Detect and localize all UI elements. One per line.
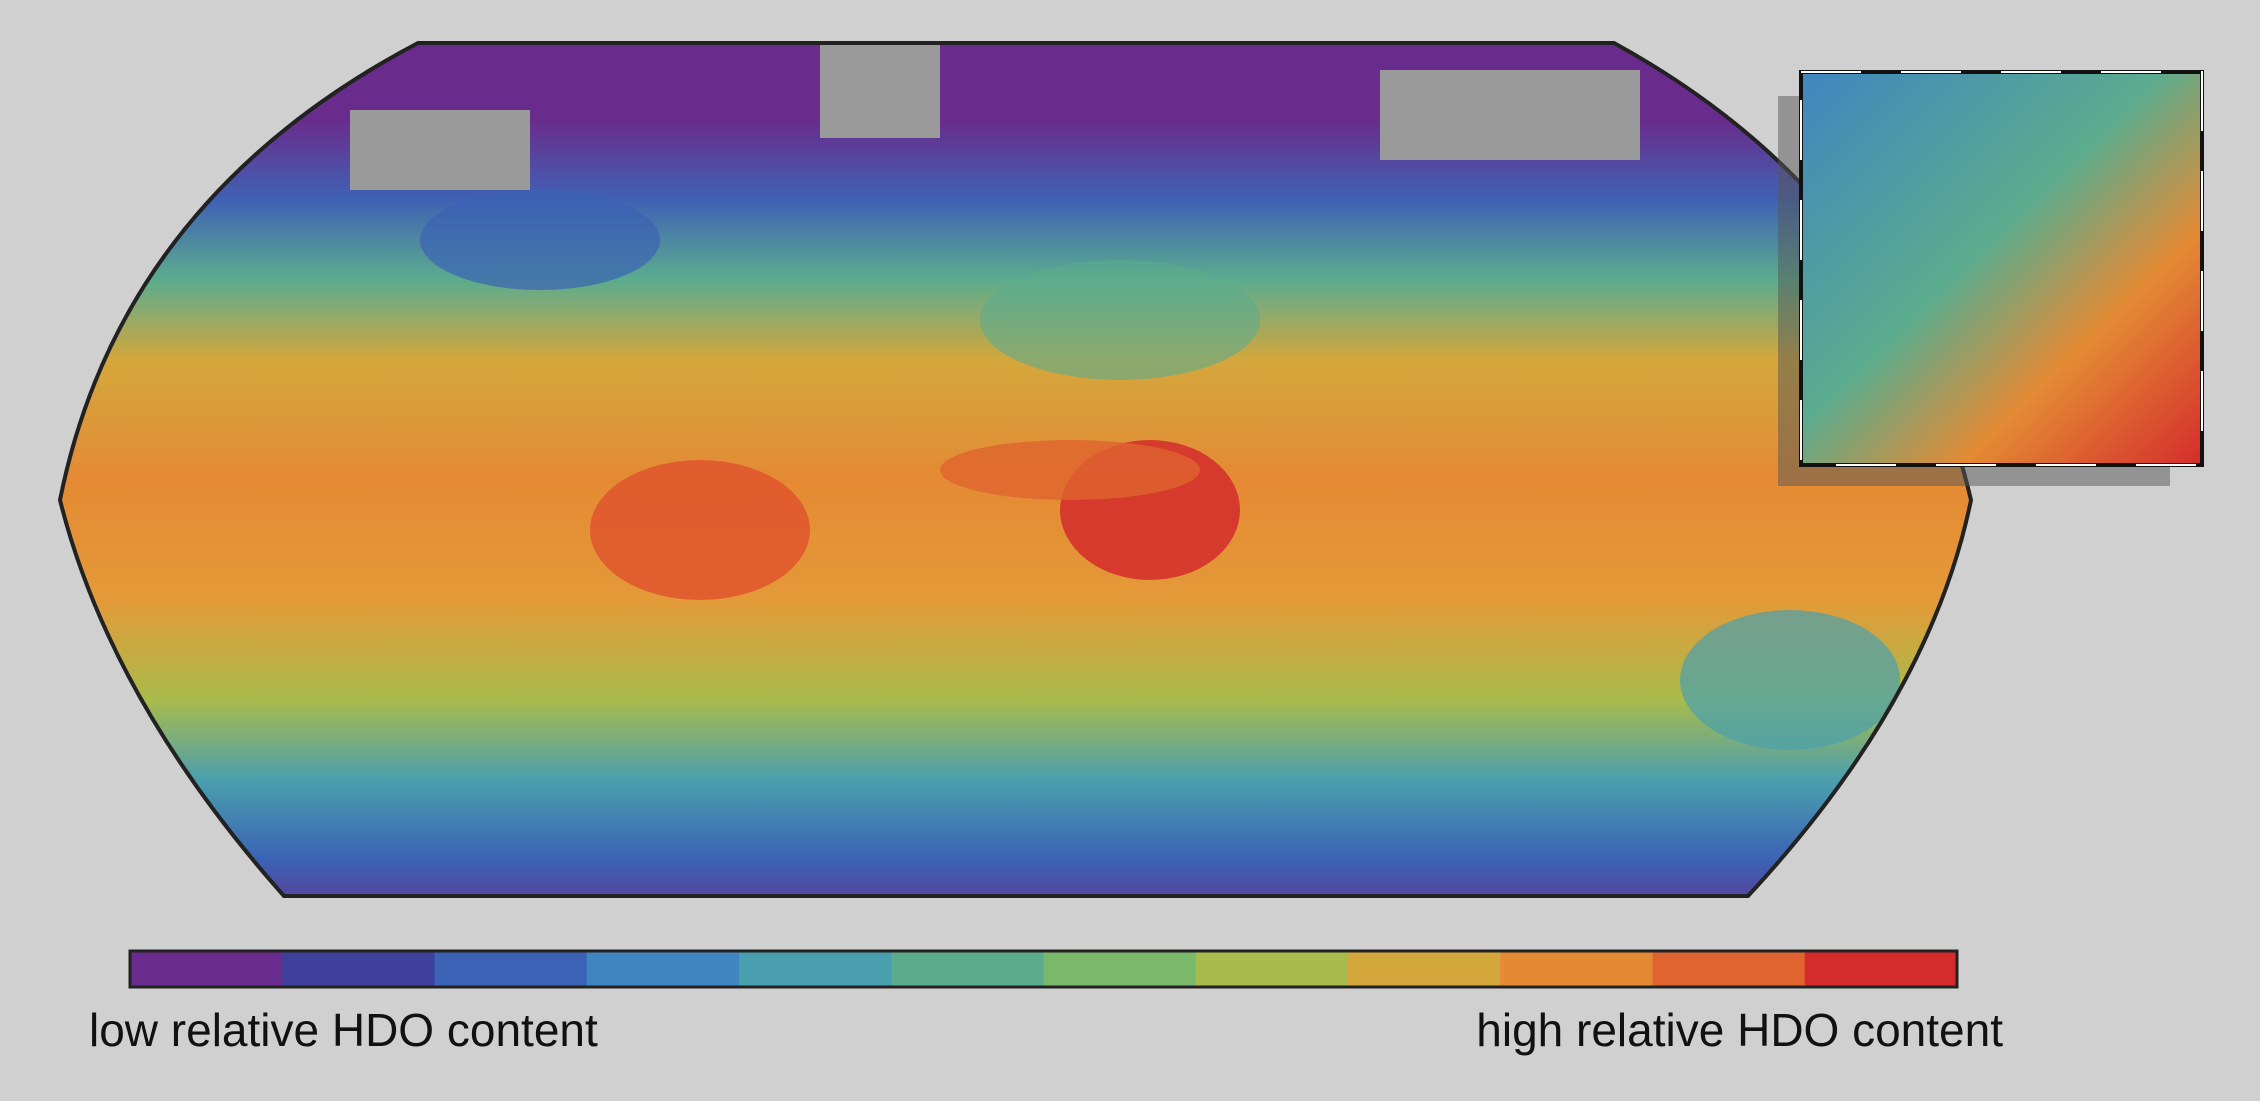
inset-map: [1799, 70, 2204, 467]
colorbar-swatch: [1043, 951, 1197, 987]
map-field: [60, 43, 1971, 896]
inset-frame: [1800, 71, 2203, 466]
colorbar-swatch: [1348, 951, 1501, 987]
colorbar-swatch: [1652, 951, 1806, 987]
colorbar-swatch: [1500, 951, 1653, 987]
colorbar-swatch: [891, 951, 1044, 987]
high-label: high relative HDO content: [1476, 1004, 2003, 1056]
low-label: low relative HDO content: [89, 1004, 598, 1056]
colorbar-swatch: [739, 951, 892, 987]
colorbar: [130, 951, 1958, 987]
colorbar-swatch: [434, 951, 588, 987]
colorbar-swatch: [586, 951, 740, 987]
colorbar-swatch: [130, 951, 283, 987]
colorbar-swatch: [282, 951, 435, 987]
colorbar-swatch: [1804, 951, 1958, 987]
colorbar-swatch: [1195, 951, 1349, 987]
colorbar-frame: [128, 949, 1959, 989]
